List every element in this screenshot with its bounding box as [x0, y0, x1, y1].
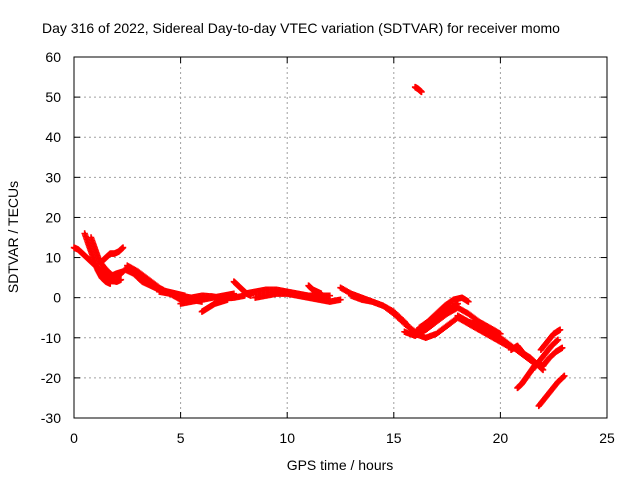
- series-arc-3: [87, 234, 127, 279]
- y-tick-label: 50: [45, 89, 61, 105]
- series-arc-2: [81, 230, 114, 287]
- x-tick-label: 15: [386, 430, 402, 446]
- data-point: [554, 336, 562, 343]
- series-arc-18: [416, 294, 472, 331]
- data-points: [70, 83, 568, 410]
- data-point: [465, 298, 472, 305]
- y-tick-label: 40: [45, 129, 61, 145]
- data-point: [224, 296, 231, 303]
- x-tick-label: 25: [599, 430, 615, 446]
- axis-tick-labels: 0 5 10 15 20 25 60 50 40 30 20 10 0 -10 -20 -30: [41, 49, 615, 446]
- data-point: [561, 372, 568, 380]
- y-tick-label: 10: [45, 250, 61, 266]
- y-tick-label: 20: [45, 209, 61, 225]
- chart-title: Day 316 of 2022, Sidereal Day-to-day VTE…: [42, 20, 560, 36]
- data-point: [119, 244, 127, 251]
- y-tick-label: -10: [41, 330, 61, 346]
- x-axis-label: GPS time / hours: [287, 457, 394, 473]
- series-arc-25: [535, 372, 568, 410]
- y-axis-label: SDTVAR / TECUs: [5, 181, 21, 293]
- axis-ticks: [73, 56, 608, 419]
- y-tick-label: 60: [45, 49, 61, 65]
- y-tick-label: -30: [41, 410, 61, 426]
- y-tick-label: -20: [41, 370, 61, 386]
- data-point: [556, 326, 564, 333]
- x-tick-label: 0: [70, 430, 78, 446]
- series-arc-22: [529, 336, 562, 374]
- data-point: [107, 280, 114, 287]
- data-point: [337, 296, 344, 303]
- series-arc-16: [347, 292, 515, 352]
- data-point: [230, 290, 238, 297]
- series-arc-24: [539, 344, 566, 370]
- plot-frame: [73, 56, 608, 419]
- series-arc-14: [305, 282, 325, 297]
- data-point: [326, 292, 334, 299]
- x-tick-label: 10: [279, 430, 295, 446]
- x-tick-label: 20: [493, 430, 509, 446]
- series-arc-13: [252, 290, 344, 305]
- series-outlier: [411, 83, 425, 96]
- grid: [74, 57, 607, 418]
- series-arc-4: [98, 244, 127, 265]
- data-point: [117, 276, 125, 283]
- y-tick-label: 0: [53, 290, 61, 306]
- data-point: [318, 290, 325, 297]
- x-tick-label: 5: [177, 430, 185, 446]
- y-tick-label: 30: [45, 169, 61, 185]
- data-point: [418, 88, 425, 96]
- series-arc-9: [177, 290, 238, 307]
- series-arc-23: [537, 326, 564, 354]
- series-arc-10: [198, 296, 231, 315]
- data-point: [559, 344, 566, 352]
